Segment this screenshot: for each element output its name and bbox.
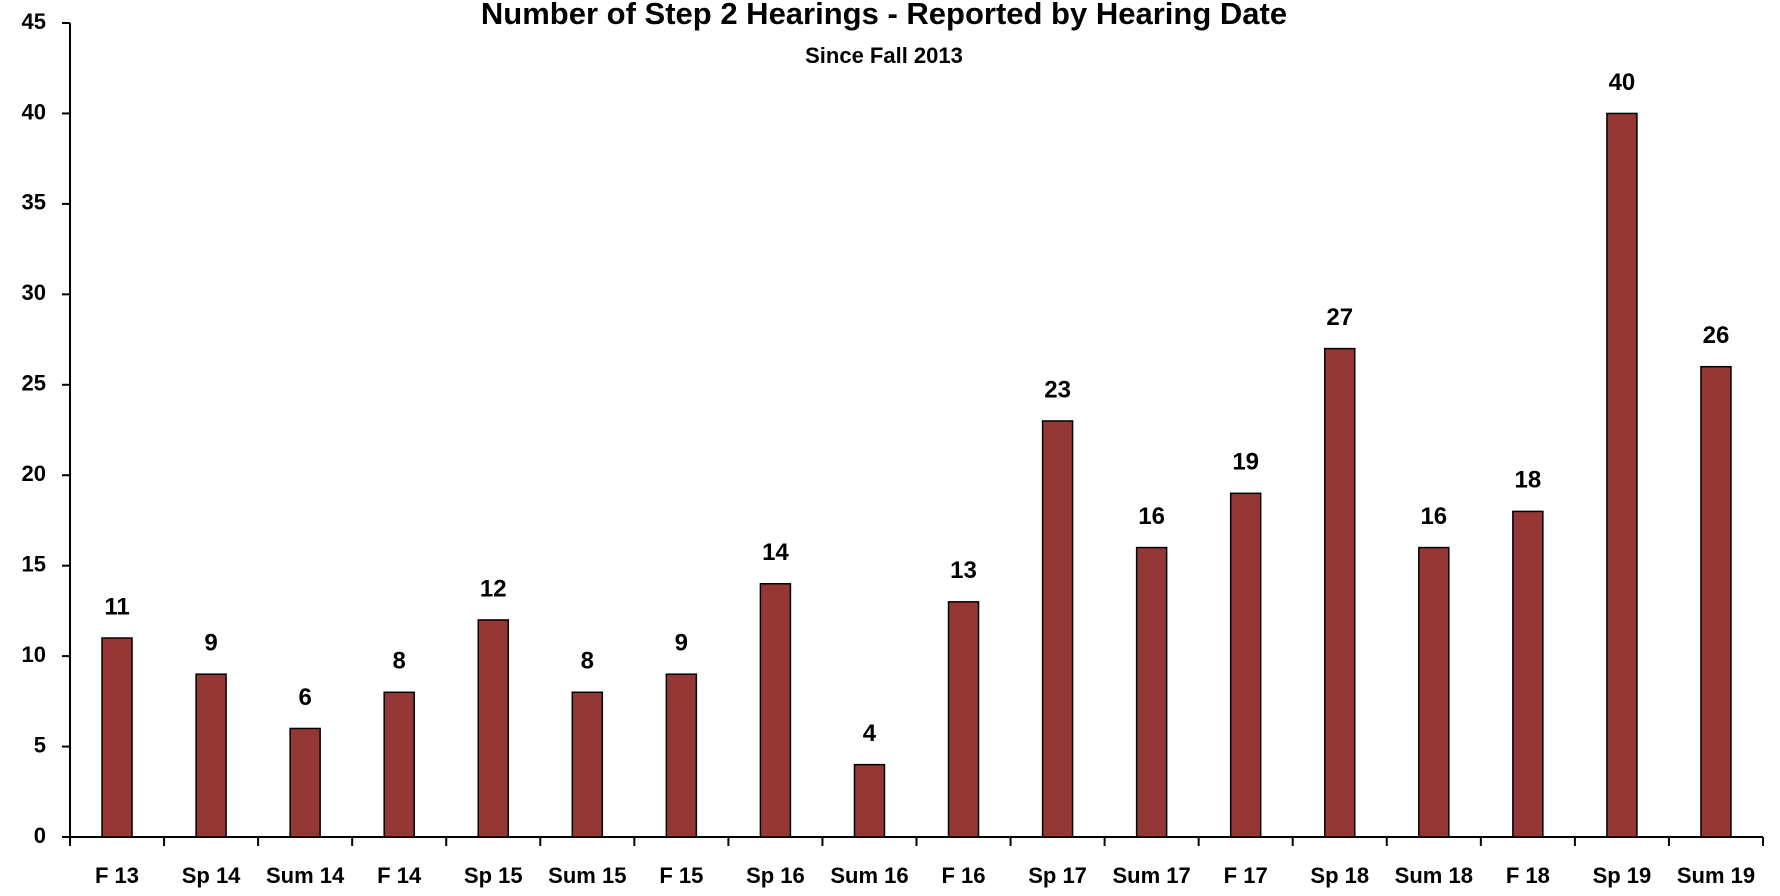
x-tick-label: F 13 [95, 863, 139, 888]
x-tick-label: Sp 19 [1593, 863, 1652, 888]
data-label: 23 [1044, 376, 1071, 403]
x-tick-label: Sp 14 [182, 863, 241, 888]
x-tick-label: F 15 [659, 863, 703, 888]
data-label: 13 [950, 557, 977, 584]
bar [665, 673, 698, 838]
x-tick-label: Sp 16 [746, 863, 805, 888]
bar [289, 727, 321, 838]
data-label: 40 [1609, 69, 1636, 96]
y-tick-label: 35 [22, 190, 46, 215]
y-tick-label: 45 [22, 9, 46, 34]
bar [383, 691, 415, 838]
bar [1041, 420, 1074, 838]
bar [947, 601, 980, 838]
x-tick-label: F 16 [942, 863, 986, 888]
data-label: 16 [1138, 503, 1165, 530]
bar [101, 637, 133, 838]
y-tick-label: 30 [22, 280, 46, 305]
x-tick-label: Sp 15 [464, 863, 523, 888]
x-tick-label: Sp 18 [1310, 863, 1369, 888]
y-tick-label: 40 [22, 99, 46, 124]
bar [571, 691, 604, 838]
data-label: 18 [1515, 467, 1542, 494]
x-tick-label: Sum 16 [830, 863, 908, 888]
data-label: 8 [581, 648, 594, 675]
data-label: 6 [298, 684, 311, 711]
data-label: 16 [1420, 503, 1447, 530]
data-label: 9 [675, 630, 688, 657]
bar [1324, 347, 1356, 838]
data-label: 14 [762, 539, 789, 566]
y-tick-label: 25 [22, 371, 46, 396]
data-label: 19 [1232, 449, 1259, 476]
data-label: 4 [863, 720, 877, 747]
chart-title: Number of Step 2 Hearings - Reported by … [481, 0, 1287, 31]
data-label: 26 [1703, 322, 1730, 349]
y-tick-label: 15 [22, 551, 46, 576]
bar [1700, 365, 1732, 838]
y-tick-label: 10 [22, 642, 46, 667]
bar [759, 583, 792, 838]
data-label: 11 [104, 593, 129, 620]
bar [1606, 112, 1638, 838]
x-tick-label: F 14 [377, 863, 422, 888]
bar [477, 619, 509, 838]
x-tick-label: F 17 [1224, 863, 1268, 888]
bar [1418, 546, 1450, 838]
x-tick-label: Sum 14 [266, 863, 345, 888]
bar [1229, 492, 1262, 838]
x-tick-label: F 18 [1506, 863, 1550, 888]
bar [1512, 510, 1544, 838]
data-label: 27 [1326, 304, 1353, 331]
x-tick-label: Sum 15 [548, 863, 626, 888]
bar [853, 763, 886, 838]
data-label: 9 [204, 630, 217, 657]
data-label: 12 [480, 575, 507, 602]
bar [1135, 546, 1168, 838]
y-tick-label: 5 [34, 732, 46, 757]
data-label: 8 [393, 648, 406, 675]
y-tick-label: 20 [22, 461, 46, 486]
x-tick-label: Sum 19 [1677, 863, 1755, 888]
x-tick-label: Sum 17 [1113, 863, 1191, 888]
x-tick-label: Sum 18 [1395, 863, 1473, 888]
chart-subtitle: Since Fall 2013 [805, 43, 963, 68]
bar [195, 673, 227, 838]
y-tick-label: 0 [34, 823, 46, 848]
x-tick-label: Sp 17 [1028, 863, 1087, 888]
